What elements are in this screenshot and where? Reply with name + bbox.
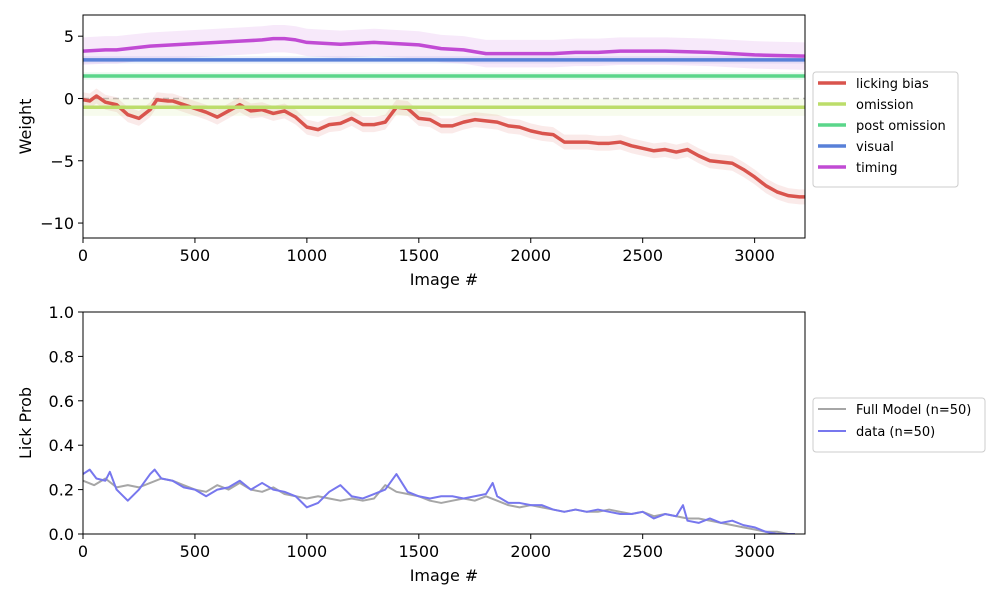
legend-label: data (n=50) <box>856 425 935 440</box>
legend-box <box>812 71 959 188</box>
x-tick-label: 2500 <box>622 246 663 265</box>
series-line-2 <box>83 468 795 534</box>
y-axis-label: Lick Prob <box>16 387 35 459</box>
x-tick-label: 0 <box>78 246 88 265</box>
x-tick-label: 2000 <box>510 246 551 265</box>
legend-label: Full Model (n=50) <box>856 403 971 418</box>
x-axis-label: Image # <box>410 566 479 585</box>
legend-label: post omission <box>856 119 946 134</box>
axes-frame <box>82 311 806 535</box>
y-tick-label: 0.4 <box>49 436 74 455</box>
y-tick-label: 0.2 <box>49 481 74 500</box>
chart-panel-1: 0 500 1000 1500 2000 2500 3000 5 0 −5 −10 Image # We… <box>16 14 959 289</box>
series-line-5 <box>83 36 805 58</box>
legend-label: licking bias <box>856 77 929 92</box>
legend-label: visual <box>856 140 894 155</box>
plot-area <box>83 468 795 534</box>
x-axis-label: Image # <box>410 270 479 289</box>
y-tick-label: 0 <box>64 89 74 108</box>
legend: Full Model (n=50) data (n=50) <box>812 397 986 453</box>
x-tick-label: 1500 <box>398 246 439 265</box>
y-tick-label: 0.0 <box>49 525 74 544</box>
y-tick-label: 0.8 <box>49 347 74 366</box>
y-tick-label: −5 <box>50 152 74 171</box>
x-tick-label: 1000 <box>287 246 328 265</box>
y-tick-label: 1.0 <box>49 303 74 322</box>
legend-label: omission <box>856 98 914 113</box>
chart-panel-2: 0 500 1000 1500 2000 2500 3000 0.0 0.2 0.4 0.6 0.8 1… <box>16 303 986 585</box>
series-line-1 <box>83 94 805 199</box>
y-tick-label: 0.6 <box>49 392 74 411</box>
axes-frame <box>82 14 806 239</box>
x-tick-label: 500 <box>180 542 211 561</box>
legend-label: timing <box>856 161 897 176</box>
series-band-1 <box>83 88 805 205</box>
legend-box <box>812 397 986 453</box>
x-tick-label: 2500 <box>622 542 663 561</box>
y-tick-label: −10 <box>40 214 74 233</box>
x-tick-label: 3000 <box>734 246 775 265</box>
series-line-1 <box>83 477 795 534</box>
y-tick-label: 5 <box>64 27 74 46</box>
plot-area <box>83 24 805 205</box>
y-axis-label: Weight <box>16 99 35 155</box>
x-tick-label: 1000 <box>287 542 328 561</box>
x-tick-label: 1500 <box>398 542 439 561</box>
x-tick-label: 3000 <box>734 542 775 561</box>
x-tick-label: 2000 <box>510 542 551 561</box>
x-tick-label: 0 <box>78 542 88 561</box>
x-tick-label: 500 <box>180 246 211 265</box>
legend: licking bias omission post omission visual t… <box>812 71 959 188</box>
